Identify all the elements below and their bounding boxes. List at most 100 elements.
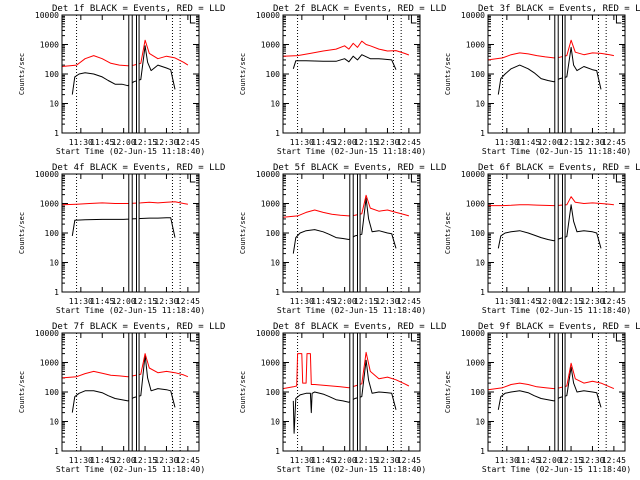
y-tick-label: 10000 (256, 170, 280, 179)
bracket-marker (615, 333, 622, 342)
series-line-events (497, 204, 602, 249)
x-tick-label: 12:45 (176, 138, 200, 147)
y-tick-label: 1 (480, 129, 485, 138)
y-tick-label: 10000 (256, 11, 280, 20)
plot-frame (487, 173, 626, 293)
y-tick-label: 10 (49, 100, 59, 109)
bracket-marker (189, 174, 196, 183)
x-tick-label: 12:45 (602, 297, 626, 306)
y-tick-label: 1000 (261, 359, 280, 368)
data-gap-box (554, 14, 559, 134)
data-gap-box (128, 14, 133, 134)
y-tick-label: 10000 (461, 11, 485, 20)
data-gap-box (356, 173, 361, 293)
x-tick-label: 11:45 (90, 297, 114, 306)
series-line-lld (61, 201, 188, 206)
plot-frame (282, 332, 421, 452)
x-tick-label: 12:30 (580, 297, 604, 306)
y-tick-label: 1 (275, 447, 280, 456)
x-tick-label: 12:45 (602, 138, 626, 147)
y-tick-label: 1 (54, 447, 59, 456)
data-gap-box (128, 173, 133, 293)
x-axis-label: Start Time (02-Jun-15 11:18:40) (277, 147, 426, 156)
x-tick-label: 12:30 (154, 297, 178, 306)
y-tick-label: 1000 (466, 41, 485, 50)
series-line-lld (61, 353, 189, 379)
series-line-lld (61, 39, 189, 67)
series-line-events (292, 359, 397, 434)
x-tick-label: 11:45 (90, 138, 114, 147)
y-tick-label: 10 (49, 259, 59, 268)
panel-title: Det 4f BLACK = Events, RED = LLD (52, 163, 225, 173)
x-tick-label: 12:00 (333, 456, 357, 465)
y-tick-label: 10 (475, 418, 485, 427)
x-tick-label: 11:30 (495, 138, 519, 147)
series-line-lld (282, 194, 410, 218)
x-tick-label: 12:30 (375, 138, 399, 147)
x-tick-label: 11:45 (311, 138, 335, 147)
x-tick-label: 11:45 (90, 456, 114, 465)
y-tick-label: 100 (266, 229, 281, 238)
y-tick-label: 1 (54, 129, 59, 138)
bracket-marker (189, 15, 196, 24)
y-tick-label: 100 (471, 388, 486, 397)
y-tick-label: 10 (270, 418, 280, 427)
bracket-marker (410, 174, 417, 183)
x-tick-label: 12:15 (133, 297, 157, 306)
y-tick-label: 100 (45, 388, 60, 397)
plot-frame (487, 332, 626, 452)
plot-frame (487, 14, 626, 134)
y-tick-label: 100 (45, 229, 60, 238)
y-tick-label: 1000 (466, 200, 485, 209)
x-tick-label: 12:00 (538, 297, 562, 306)
detector-panel-4: Det 4f BLACK = Events, RED = LLD 1 10 100 10… (18, 163, 225, 315)
data-gap-box (135, 173, 140, 293)
y-tick-label: 1000 (466, 359, 485, 368)
x-tick-label: 12:15 (559, 138, 583, 147)
data-gap-box (135, 332, 140, 452)
detector-panel-9: Det 9f BLACK = Events, RED = LLD 1 10 100 10… (444, 322, 640, 474)
panel-title: Det 1f BLACK = Events, RED = LLD (52, 4, 225, 14)
detector-panel-3: Det 3f BLACK = Events, RED = LLD 1 10 100 10… (444, 4, 640, 156)
x-axis-label: Start Time (02-Jun-15 11:18:40) (56, 465, 205, 474)
y-tick-label: 1000 (40, 200, 59, 209)
y-axis-label: Counts/sec (18, 212, 26, 254)
y-tick-label: 10000 (35, 170, 59, 179)
y-tick-label: 1000 (261, 41, 280, 50)
data-gap-box (356, 332, 361, 452)
y-tick-label: 10000 (461, 329, 485, 338)
x-tick-label: 12:00 (333, 138, 357, 147)
x-tick-label: 12:45 (176, 297, 200, 306)
y-tick-label: 1000 (40, 41, 59, 50)
x-tick-label: 12:45 (176, 456, 200, 465)
x-tick-label: 12:15 (559, 456, 583, 465)
detector-panel-8: Det 8f BLACK = Events, RED = LLD 1 10 100 10… (239, 322, 446, 474)
panel-title: Det 5f BLACK = Events, RED = LLD (273, 163, 446, 173)
x-tick-label: 12:00 (112, 138, 136, 147)
x-tick-label: 11:30 (69, 138, 93, 147)
bracket-marker (189, 333, 196, 342)
x-tick-label: 12:15 (354, 297, 378, 306)
series-line-lld (487, 39, 615, 61)
series-line-events (292, 197, 397, 254)
series-line-events (292, 54, 397, 70)
x-tick-label: 12:00 (112, 456, 136, 465)
panel-title: Det 8f BLACK = Events, RED = LLD (273, 322, 446, 332)
y-tick-label: 10000 (256, 329, 280, 338)
y-axis-label: Counts/sec (239, 371, 247, 413)
series-line-events (71, 45, 176, 95)
x-tick-label: 12:00 (112, 297, 136, 306)
x-axis-label: Start Time (02-Jun-15 11:18:40) (482, 306, 631, 315)
plot-frame (61, 332, 200, 452)
y-axis-label: Counts/sec (444, 371, 452, 413)
series-line-lld (487, 362, 615, 391)
x-tick-label: 11:30 (290, 138, 314, 147)
y-tick-label: 100 (45, 70, 60, 79)
x-axis-label: Start Time (02-Jun-15 11:18:40) (277, 465, 426, 474)
x-tick-label: 12:00 (538, 456, 562, 465)
y-tick-label: 10000 (35, 11, 59, 20)
y-tick-label: 1 (54, 288, 59, 297)
plot-frame (61, 173, 200, 293)
x-tick-label: 12:15 (133, 456, 157, 465)
series-line-events (71, 217, 176, 238)
